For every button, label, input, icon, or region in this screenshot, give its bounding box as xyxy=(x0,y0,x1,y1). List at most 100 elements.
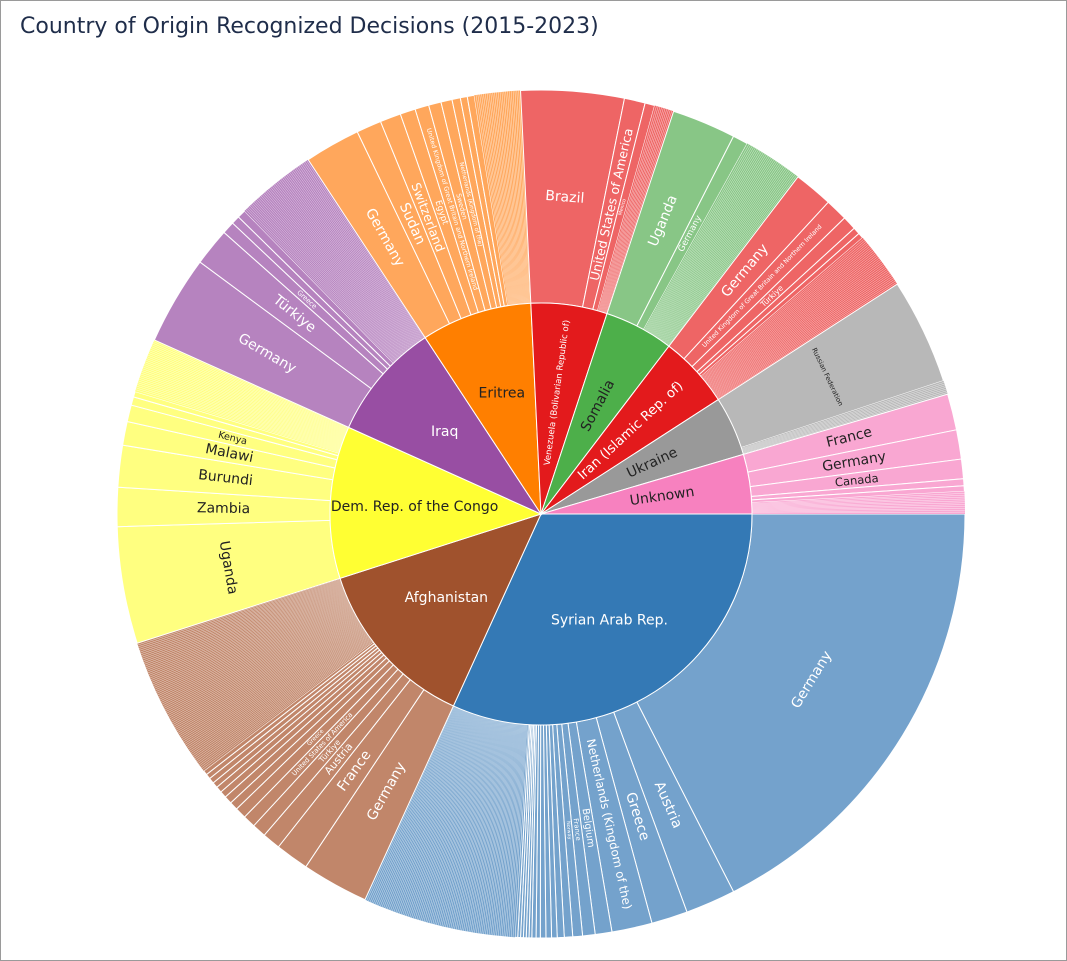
minor-segment-divider xyxy=(706,251,875,384)
minor-segment-divider xyxy=(137,382,341,449)
minor-segment-divider xyxy=(463,721,503,931)
minor-segment-divider xyxy=(185,628,365,746)
minor-segment-divider xyxy=(253,201,399,359)
minor-segment-divider xyxy=(178,623,361,735)
minor-segment-divider xyxy=(181,625,363,740)
minor-segment-divider xyxy=(477,94,510,306)
minor-segment-divider xyxy=(196,637,370,763)
minor-segment-divider xyxy=(188,631,366,751)
minor-segment-divider xyxy=(488,93,516,305)
minor-segment-divider xyxy=(664,170,790,344)
origin-label-iraq: Iraq xyxy=(431,424,458,440)
minor-segment-divider xyxy=(494,723,519,936)
minor-segment-divider xyxy=(402,713,473,915)
minor-segment-divider xyxy=(409,714,476,918)
minor-segment-divider xyxy=(246,208,395,363)
minor-segment-divider xyxy=(152,598,348,686)
minor-segment-divider xyxy=(499,91,521,305)
minor-segment-divider xyxy=(277,181,411,349)
minor-segment-divider xyxy=(714,271,890,394)
minor-segment-divider xyxy=(510,724,527,937)
origin-wedge-afghanistan[interactable] xyxy=(339,513,542,707)
minor-segment-divider xyxy=(450,720,497,929)
minor-segment-divider xyxy=(135,389,340,453)
minor-segment-divider xyxy=(490,723,517,936)
minor-segment-divider xyxy=(406,713,475,917)
minor-segment-divider xyxy=(138,580,341,649)
minor-segment-divider xyxy=(142,368,343,442)
minor-segment-divider xyxy=(751,508,965,512)
asylum-label-venezuela-bolivarian-republic-of-mexico: Mexico xyxy=(617,198,627,216)
minor-segment-divider xyxy=(656,159,775,338)
minor-segment-divider xyxy=(155,601,350,691)
minor-segment-divider xyxy=(658,161,778,339)
minor-segment-divider xyxy=(712,268,887,393)
minor-segment-divider xyxy=(380,709,462,907)
minor-segment-divider xyxy=(654,156,770,337)
minor-segment-divider xyxy=(202,640,373,770)
origin-wedge-iraq[interactable] xyxy=(347,336,543,516)
minor-segment-divider xyxy=(604,109,669,313)
minor-segment-divider xyxy=(195,636,370,761)
minor-segment-divider xyxy=(149,349,347,433)
minor-segment-divider xyxy=(187,630,366,749)
minor-segment-divider xyxy=(452,720,498,929)
minor-segment-divider xyxy=(163,609,354,707)
minor-segment-divider xyxy=(599,106,659,312)
minor-segment-divider xyxy=(288,173,416,345)
minor-segment-divider xyxy=(385,710,464,909)
minor-segment-divider xyxy=(250,204,397,361)
minor-segment-divider xyxy=(155,602,350,692)
minor-segment-divider xyxy=(705,247,872,382)
minor-segment-divider xyxy=(503,91,523,304)
minor-segment-divider xyxy=(413,715,478,919)
minor-segment-divider xyxy=(603,109,668,313)
origin-wedge-eritrea[interactable] xyxy=(424,302,542,516)
minor-segment-divider xyxy=(306,160,425,339)
asylum-wedge-afghanistan-other[interactable] xyxy=(137,578,374,771)
origin-wedge-unknown[interactable] xyxy=(540,453,753,515)
minor-segment-divider xyxy=(141,372,343,444)
minor-segment-divider xyxy=(374,708,459,905)
minor-segment-divider xyxy=(437,718,491,926)
minor-segment-divider xyxy=(703,244,869,381)
minor-segment-divider xyxy=(200,639,372,767)
minor-segment-divider xyxy=(138,380,341,449)
minor-segment-divider xyxy=(496,92,520,305)
origin-wedge-syrian-arab-rep[interactable] xyxy=(452,513,753,726)
minor-segment-divider xyxy=(605,110,671,314)
minor-segment-divider xyxy=(497,92,520,305)
minor-segment-divider xyxy=(373,707,458,904)
minor-segment-divider xyxy=(512,90,528,304)
minor-segment-divider xyxy=(454,720,499,930)
minor-segment-divider xyxy=(704,246,871,381)
minor-segment-divider xyxy=(741,383,945,450)
minor-segment-divider xyxy=(136,387,340,452)
minor-segment-divider xyxy=(189,631,367,752)
minor-segment-divider xyxy=(653,155,769,336)
minor-segment-divider xyxy=(198,637,371,764)
minor-segment-divider xyxy=(488,723,516,935)
asylum-label-syrian-arab-rep-norway: Norway xyxy=(565,821,573,840)
minor-segment-divider xyxy=(397,712,470,914)
minor-segment-divider xyxy=(145,361,345,439)
minor-segment-divider xyxy=(652,154,767,336)
minor-segment-divider xyxy=(283,176,414,347)
minor-segment-divider xyxy=(300,164,422,341)
minor-segment-divider xyxy=(164,610,354,709)
minor-segment-divider xyxy=(490,92,517,305)
minor-segment-divider xyxy=(472,722,508,933)
minor-segment-divider xyxy=(742,385,946,451)
minor-segment-divider xyxy=(295,167,420,342)
minor-segment-divider xyxy=(249,205,397,361)
minor-segment-divider xyxy=(282,177,413,347)
minor-segment-divider xyxy=(661,165,784,341)
minor-segment-divider xyxy=(707,254,877,386)
minor-segment-divider xyxy=(149,594,347,677)
origin-wedge-dem-rep-of-the-congo[interactable] xyxy=(329,426,543,579)
minor-segment-divider xyxy=(137,578,341,646)
minor-segment-divider xyxy=(742,388,947,453)
minor-segment-divider xyxy=(146,358,345,437)
minor-segment-divider xyxy=(483,93,513,305)
minor-segment-divider xyxy=(176,621,360,732)
